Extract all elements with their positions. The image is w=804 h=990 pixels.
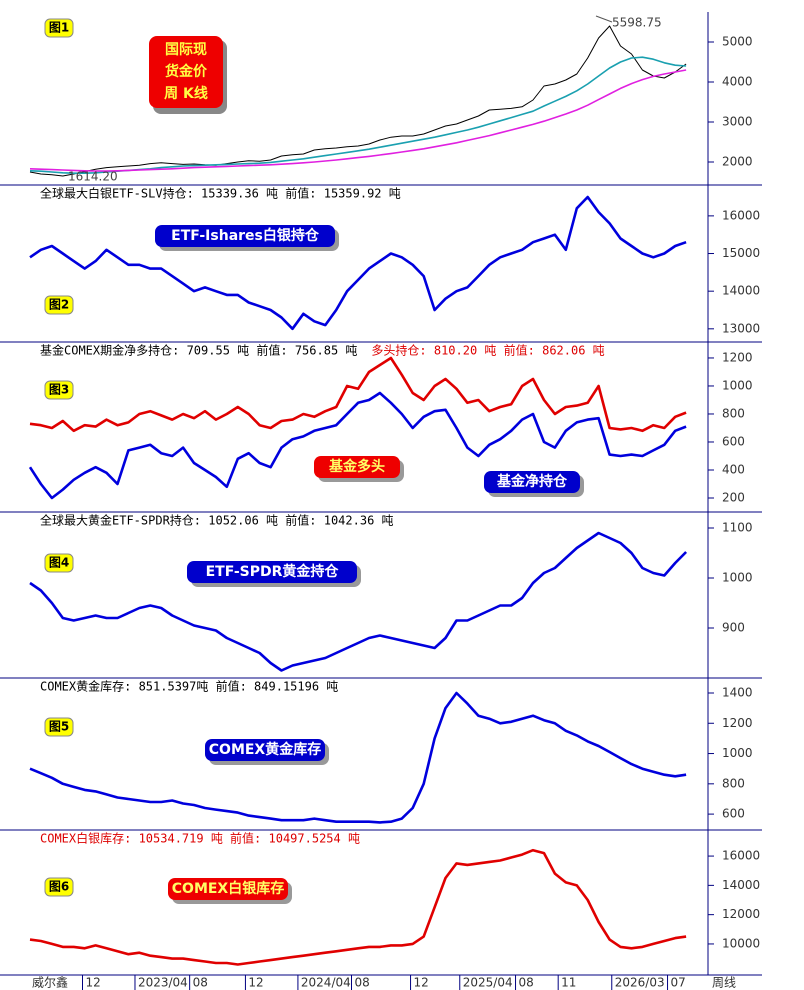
y-tick-label: 5000: [722, 35, 753, 49]
y-tick-label: 1100: [722, 521, 753, 535]
badge: 图5: [49, 720, 69, 734]
series-line: [29, 531, 688, 672]
x-tick-label: 2026/03: [615, 976, 665, 990]
panel-header: 全球最大白银ETF-SLV持仓: 15339.36 吨 前值: 15359.92…: [40, 186, 401, 201]
badge-box: [44, 380, 74, 400]
badge: 图1: [49, 21, 69, 35]
panel-header: 多头持仓: 810.20 吨 前值: 862.06 吨: [371, 343, 604, 358]
badge-box: [44, 553, 74, 573]
title-box: [155, 225, 335, 247]
series-line: [28, 391, 687, 500]
y-tick-label: 12000: [722, 907, 760, 921]
annotation: 1614.20: [68, 170, 118, 184]
y-tick-label: 3000: [722, 115, 753, 129]
y-tick-label: 200: [722, 490, 745, 504]
x-tick-label: 12: [85, 976, 100, 990]
series-line: [29, 691, 687, 824]
period: 周线: [712, 976, 736, 990]
annotation: 5598.75: [612, 16, 662, 30]
y-tick-label: 400: [722, 462, 745, 476]
x-tick-label: 12: [248, 976, 263, 990]
badge-box: [44, 295, 74, 315]
y-tick-label: 16000: [722, 849, 760, 863]
legend-box: [484, 471, 580, 493]
y-tick-label: 600: [722, 434, 745, 448]
x-tick-label: 08: [519, 976, 534, 990]
title: COMEX白银库存: [172, 880, 284, 897]
x-tick-label: 08: [193, 976, 208, 990]
series-line: [29, 69, 687, 172]
source: 威尔鑫: [32, 975, 68, 990]
badge: 图4: [49, 556, 69, 570]
title: COMEX黄金库存: [209, 741, 321, 758]
y-tick-label: 1200: [722, 350, 753, 364]
y-tick-label: 1000: [722, 746, 753, 760]
title: 周 K线: [164, 85, 208, 102]
panel-header: 全球最大黄金ETF-SPDR持仓: 1052.06 吨 前值: 1042.36 …: [40, 513, 394, 528]
panel-header: 基金COMEX期金净多持仓: 709.55 吨 前值: 756.85 吨: [40, 343, 357, 358]
title-box: [168, 878, 288, 900]
badge-box: [44, 18, 74, 38]
x-tick-label: 12: [414, 976, 429, 990]
badge: 图3: [49, 383, 69, 397]
panel-header: COMEX黄金库存: 851.5397吨 前值: 849.15196 吨: [40, 679, 338, 694]
title-box: [205, 739, 325, 761]
title: ETF-SPDR黄金持仓: [206, 563, 340, 580]
legend-box: [314, 456, 400, 478]
y-tick-label: 10000: [722, 936, 760, 950]
y-tick-label: 1400: [722, 685, 753, 699]
x-tick-label: 2024/04: [301, 976, 351, 990]
badge-box: [44, 717, 74, 737]
title: 国际现: [165, 42, 207, 58]
badge: 图2: [49, 298, 69, 312]
x-tick-label: 11: [561, 976, 576, 990]
badge: 图6: [49, 880, 69, 894]
y-tick-label: 900: [722, 621, 745, 635]
title: 货金价: [164, 63, 208, 80]
y-tick-label: 800: [722, 406, 745, 420]
y-tick-label: 1200: [722, 716, 753, 730]
y-tick-label: 15000: [722, 246, 760, 260]
title-box: [149, 36, 223, 108]
x-tick-label: 2023/04: [138, 976, 188, 990]
series-line: [29, 25, 687, 177]
x-tick-label: 2025/04: [463, 976, 513, 990]
y-tick-label: 4000: [722, 75, 753, 89]
y-tick-label: 600: [722, 807, 745, 821]
legend-label: 基金多头: [329, 458, 385, 475]
y-tick-label: 1000: [722, 378, 753, 392]
title-box: [187, 561, 357, 583]
x-tick-label: 08: [355, 976, 370, 990]
series-line: [29, 56, 687, 174]
legend-label: 基金净持仓: [497, 473, 568, 490]
y-tick-label: 14000: [722, 878, 760, 892]
y-tick-label: 14000: [722, 284, 760, 298]
y-tick-label: 16000: [722, 208, 760, 222]
series-line: [29, 195, 687, 331]
y-tick-label: 800: [722, 776, 745, 790]
y-tick-label: 13000: [722, 321, 760, 335]
x-tick-label: 07: [671, 976, 686, 990]
series-line: [29, 848, 687, 966]
annotation-line: [595, 15, 613, 23]
series-line: [29, 356, 687, 433]
badge-box: [44, 877, 74, 897]
panel-header: COMEX白银库存: 10534.719 吨 前值: 10497.5254 吨: [40, 831, 360, 846]
y-tick-label: 1000: [722, 571, 753, 585]
y-tick-label: 2000: [722, 155, 753, 169]
title: ETF-Ishares白银持仓: [171, 227, 320, 244]
